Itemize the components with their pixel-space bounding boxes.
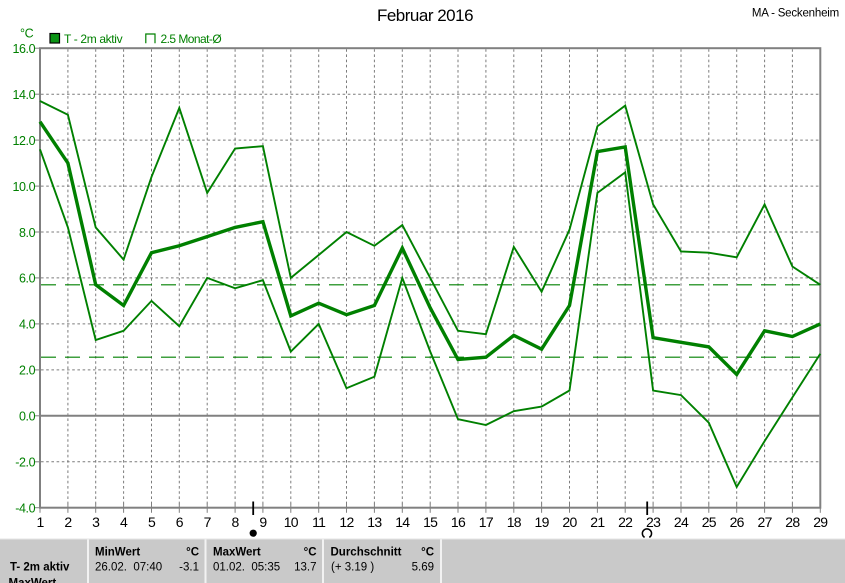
svg-text:21: 21 xyxy=(590,514,605,530)
svg-text:9: 9 xyxy=(259,514,267,530)
svg-text:°C: °C xyxy=(186,547,199,559)
svg-text:24: 24 xyxy=(674,514,689,530)
svg-text:T - 2m aktiv: T - 2m aktiv xyxy=(64,32,123,46)
svg-text:14: 14 xyxy=(395,514,410,530)
svg-text:°C: °C xyxy=(20,27,34,41)
svg-text:28: 28 xyxy=(785,514,800,530)
svg-text:Durchschnitt: Durchschnitt xyxy=(331,547,402,559)
svg-text:10: 10 xyxy=(284,514,299,530)
svg-text:25: 25 xyxy=(702,514,717,530)
svg-text:26: 26 xyxy=(730,514,745,530)
svg-text:-3.1: -3.1 xyxy=(179,562,199,574)
svg-text:(+ 3.19 ): (+ 3.19 ) xyxy=(331,562,374,574)
svg-text:6: 6 xyxy=(176,514,184,530)
svg-text:5.69: 5.69 xyxy=(412,562,434,574)
svg-text:-2.0: -2.0 xyxy=(15,456,35,470)
svg-text:MaxWert: MaxWert xyxy=(9,578,57,583)
svg-text:27: 27 xyxy=(758,514,773,530)
svg-text:2: 2 xyxy=(64,514,72,530)
svg-text:10.0: 10.0 xyxy=(12,180,35,194)
svg-text:26.02. 07:40: 26.02. 07:40 xyxy=(95,562,162,574)
svg-text:4: 4 xyxy=(120,514,128,530)
svg-text:3: 3 xyxy=(92,514,100,530)
svg-text:MA - Seckenheim: MA - Seckenheim xyxy=(752,8,839,20)
svg-text:18: 18 xyxy=(507,514,522,530)
svg-text:5: 5 xyxy=(148,514,156,530)
svg-text:19: 19 xyxy=(535,514,550,530)
svg-text:12: 12 xyxy=(339,514,354,530)
svg-text:11: 11 xyxy=(312,514,326,530)
svg-text:16.0: 16.0 xyxy=(12,42,35,56)
svg-text:01.02. 05:35: 01.02. 05:35 xyxy=(213,562,280,574)
svg-text:T- 2m aktiv: T- 2m aktiv xyxy=(10,562,70,574)
svg-text:29: 29 xyxy=(813,514,828,530)
svg-text:-4.0: -4.0 xyxy=(15,502,35,516)
svg-text:14.0: 14.0 xyxy=(12,88,35,102)
svg-text:13: 13 xyxy=(367,514,382,530)
svg-text:2.0: 2.0 xyxy=(19,364,36,378)
svg-text:16: 16 xyxy=(451,514,466,530)
svg-text:23: 23 xyxy=(646,514,661,530)
svg-text:20: 20 xyxy=(562,514,577,530)
svg-text:°C: °C xyxy=(304,547,317,559)
svg-text:7: 7 xyxy=(204,514,212,530)
svg-text:8.0: 8.0 xyxy=(19,226,36,240)
svg-text:15: 15 xyxy=(423,514,438,530)
svg-text:6.0: 6.0 xyxy=(19,272,36,286)
svg-text:MaxWert: MaxWert xyxy=(213,547,261,559)
svg-text:Februar 2016: Februar 2016 xyxy=(377,6,473,25)
svg-text:°C: °C xyxy=(421,547,434,559)
svg-text:0.0: 0.0 xyxy=(19,410,36,424)
svg-text:17: 17 xyxy=(479,514,494,530)
svg-text:2.5 Monat-Ø: 2.5 Monat-Ø xyxy=(161,32,222,46)
svg-text:8: 8 xyxy=(232,514,240,530)
svg-text:12.0: 12.0 xyxy=(12,134,35,148)
svg-text:MinWert: MinWert xyxy=(95,547,140,559)
svg-text:13.7: 13.7 xyxy=(294,562,316,574)
svg-text:22: 22 xyxy=(618,514,633,530)
svg-text:4.0: 4.0 xyxy=(19,318,36,332)
svg-text:1: 1 xyxy=(36,514,44,530)
